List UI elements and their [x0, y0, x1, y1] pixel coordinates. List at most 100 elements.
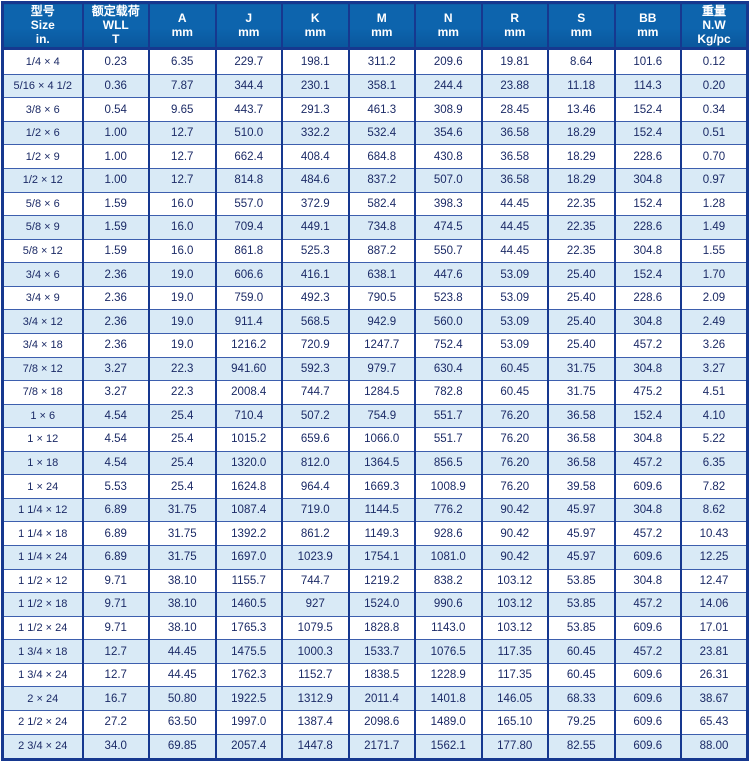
value-cell: 16.7 — [81, 686, 150, 711]
value-cell: 0.54 — [81, 97, 150, 122]
value-cell: 19.0 — [148, 262, 217, 287]
value-cell: 38.67 — [680, 686, 749, 711]
value-cell: 782.8 — [414, 380, 483, 405]
value-cell: 0.20 — [680, 73, 749, 99]
value-cell: 609.6 — [613, 709, 682, 735]
value-cell: 447.6 — [414, 262, 483, 287]
value-cell: 22.35 — [547, 191, 616, 217]
value-cell: 2057.4 — [214, 733, 283, 761]
table-row: 3/4 × 9 2.36 19.0 759.0 492.3 790.5 523.8 53.09… — [1, 285, 749, 311]
value-cell: 1401.8 — [414, 686, 483, 711]
value-cell: 4.54 — [81, 450, 150, 476]
table-row: 1/2 × 6 1.00 12.7 510.0 332.2 532.4 354.6 36.58… — [1, 120, 749, 146]
value-cell: 3.26 — [680, 332, 749, 358]
value-cell: 941.60 — [214, 356, 283, 382]
value-cell: 592.3 — [281, 356, 350, 382]
value-cell: 22.35 — [547, 215, 616, 240]
table-row: 1 3/4 × 18 12.7 44.45 1475.5 1000.3 1533.7 107… — [1, 639, 749, 664]
value-cell: 3.27 — [680, 356, 749, 382]
value-cell: 1.55 — [680, 238, 749, 264]
value-cell: 16.0 — [148, 191, 217, 217]
size-cell: 3/4 × 12 — [1, 309, 84, 334]
value-cell: 744.7 — [281, 380, 350, 405]
table-row: 2 1/2 × 24 27.2 63.50 1997.0 1387.4 2098.6 148… — [1, 709, 749, 735]
value-cell: 1475.5 — [214, 639, 283, 664]
value-cell: 2.36 — [81, 262, 150, 287]
value-cell: 638.1 — [347, 262, 416, 287]
value-cell: 7.87 — [148, 73, 217, 99]
value-cell: 19.0 — [148, 332, 217, 358]
value-cell: 1762.3 — [214, 662, 283, 688]
value-cell: 228.6 — [613, 285, 682, 311]
value-cell: 228.6 — [613, 144, 682, 170]
value-cell: 430.8 — [414, 144, 483, 170]
value-cell: 1.59 — [81, 191, 150, 217]
value-cell: 152.4 — [613, 97, 682, 122]
value-cell: 568.5 — [281, 309, 350, 334]
value-cell: 344.4 — [214, 73, 283, 99]
size-cell: 1 1/4 × 12 — [1, 497, 84, 523]
size-cell: 1 × 24 — [1, 474, 84, 499]
column-header: R mm — [480, 1, 549, 51]
table-row: 1 1/2 × 18 9.71 38.10 1460.5 927 1524.0 990.6 1… — [1, 592, 749, 617]
value-cell: 3.27 — [81, 380, 150, 405]
value-cell: 927 — [281, 592, 350, 617]
table-row: 1/2 × 12 1.00 12.7 814.8 484.6 837.2 507.0 36.5… — [1, 168, 749, 193]
value-cell: 1922.5 — [214, 686, 283, 711]
value-cell: 12.7 — [148, 144, 217, 170]
size-cell: 1 1/2 × 24 — [1, 615, 84, 641]
value-cell: 44.45 — [148, 639, 217, 664]
value-cell: 0.70 — [680, 144, 749, 170]
table-row: 1/4 × 4 0.23 6.35 229.7 198.1 311.2 209.6 19.81… — [1, 48, 749, 75]
value-cell: 244.4 — [414, 73, 483, 99]
value-cell: 609.6 — [613, 686, 682, 711]
value-cell: 1460.5 — [214, 592, 283, 617]
value-cell: 1247.7 — [347, 332, 416, 358]
value-cell: 449.1 — [281, 215, 350, 240]
value-cell: 1152.7 — [281, 662, 350, 688]
value-cell: 1.28 — [680, 191, 749, 217]
value-cell: 31.75 — [148, 545, 217, 570]
value-cell: 36.58 — [547, 450, 616, 476]
value-cell: 39.58 — [547, 474, 616, 499]
value-cell: 1624.8 — [214, 474, 283, 499]
value-cell: 1312.9 — [281, 686, 350, 711]
value-cell: 36.58 — [547, 403, 616, 429]
value-cell: 560.0 — [414, 309, 483, 334]
value-cell: 461.3 — [347, 97, 416, 122]
value-cell: 304.8 — [613, 309, 682, 334]
value-cell: 31.75 — [547, 356, 616, 382]
value-cell: 1008.9 — [414, 474, 483, 499]
value-cell: 358.1 — [347, 73, 416, 99]
value-cell: 2171.7 — [347, 733, 416, 761]
value-cell: 1765.3 — [214, 615, 283, 641]
value-cell: 734.8 — [347, 215, 416, 240]
value-cell: 53.09 — [480, 262, 549, 287]
value-cell: 103.12 — [480, 568, 549, 594]
value-cell: 6.89 — [81, 497, 150, 523]
value-cell: 928.6 — [414, 521, 483, 547]
size-cell: 1 3/4 × 24 — [1, 662, 84, 688]
value-cell: 2098.6 — [347, 709, 416, 735]
value-cell: 209.6 — [414, 48, 483, 75]
value-cell: 1.70 — [680, 262, 749, 287]
table-row: 5/8 × 12 1.59 16.0 861.8 525.3 887.2 550.7 44.4… — [1, 238, 749, 264]
value-cell: 2.36 — [81, 285, 150, 311]
value-cell: 8.64 — [547, 48, 616, 75]
value-cell: 861.2 — [281, 521, 350, 547]
value-cell: 551.7 — [414, 427, 483, 452]
value-cell: 551.7 — [414, 403, 483, 429]
value-cell: 60.45 — [480, 356, 549, 382]
value-cell: 12.7 — [148, 120, 217, 146]
value-cell: 9.71 — [81, 615, 150, 641]
table-row: 3/4 × 18 2.36 19.0 1216.2 720.9 1247.7 752.4 53… — [1, 332, 749, 358]
value-cell: 25.4 — [148, 427, 217, 452]
size-cell: 2 × 24 — [1, 686, 84, 711]
table-row: 3/8 × 6 0.54 9.65 443.7 291.3 461.3 308.9 28.45… — [1, 97, 749, 122]
value-cell: 6.35 — [148, 48, 217, 75]
value-cell: 44.45 — [148, 662, 217, 688]
